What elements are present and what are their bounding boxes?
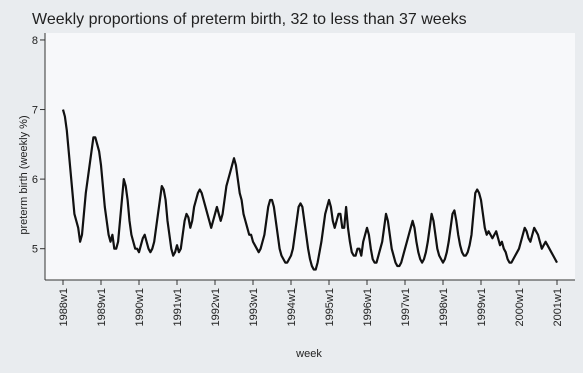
y-axis-ticks: 5 6 7 8 (32, 35, 45, 256)
x-tick-label: 1993w1 (248, 288, 260, 327)
x-tick-label: 1996w1 (362, 288, 374, 327)
x-tick-label: 1999w1 (476, 288, 488, 327)
x-tick-label: 1997w1 (400, 288, 412, 327)
y-tick-label: 7 (32, 105, 38, 117)
x-axis-ticks: 1988w1 1989w1 1990w1 1991w1 1992w1 1993w1 1994… (58, 280, 564, 327)
x-tick-label: 1994w1 (286, 288, 298, 327)
x-tick-label: 1995w1 (324, 288, 336, 327)
y-tick-label: 5 (32, 244, 38, 256)
x-tick-label: 1990w1 (134, 288, 146, 327)
x-tick-label: 2001w1 (552, 288, 564, 327)
y-axis-title: preterm birth (weekly %) (18, 115, 30, 234)
x-tick-label: 1991w1 (172, 288, 184, 327)
x-tick-label: 1992w1 (210, 288, 222, 327)
y-tick-label: 8 (32, 35, 38, 47)
x-axis-title: week (295, 348, 322, 360)
x-tick-label: 1998w1 (438, 288, 450, 327)
x-tick-label: 2000w1 (514, 288, 526, 327)
series-line-preterm-birth (61, 109, 558, 271)
plot-area (45, 33, 575, 280)
x-tick-label: 1989w1 (96, 288, 108, 327)
chart-title: Weekly proportions of preterm birth, 32 … (32, 11, 467, 28)
y-tick-label: 6 (32, 174, 38, 186)
x-tick-label: 1988w1 (58, 288, 70, 327)
